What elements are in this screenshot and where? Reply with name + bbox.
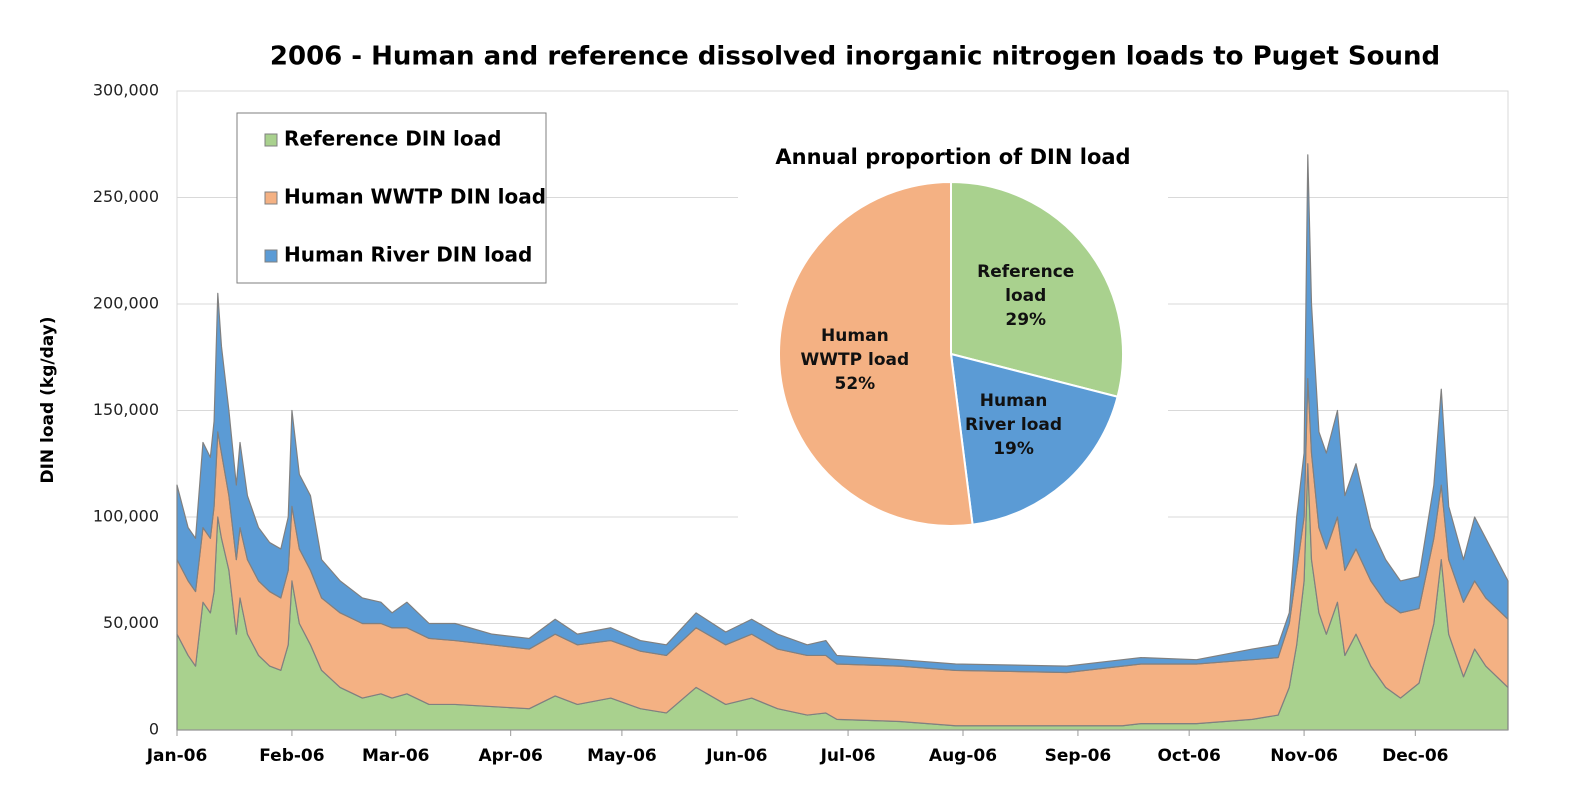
y-tick-label: 250,000	[93, 187, 159, 206]
x-tick-label: Apr-06	[478, 746, 542, 766]
y-tick-label: 300,000	[93, 81, 159, 100]
slice-label: Reference load 29%	[966, 260, 1086, 332]
legend-label: Human WWTP DIN load	[284, 185, 546, 209]
chart-title: 2006 - Human and reference dissolved ino…	[270, 42, 1440, 72]
legend-label: Reference DIN load	[284, 127, 501, 151]
pie-slice	[949, 352, 1119, 526]
x-tick-label: Dec-06	[1382, 746, 1448, 766]
x-tick-label: Jun-06	[705, 746, 767, 766]
y-axis-title: DIN load (kg/day)	[38, 316, 58, 483]
slice-name: Reference load	[977, 262, 1075, 307]
slice-label: Human WWTP load 52%	[795, 324, 915, 396]
slice-value: 29%	[1005, 310, 1047, 331]
y-tick-label: 150,000	[93, 400, 159, 419]
x-tick-label: Aug-06	[929, 746, 997, 766]
x-tick-label: Feb-06	[259, 746, 324, 766]
pie-slice	[950, 180, 1125, 398]
y-tick-label: 200,000	[93, 294, 159, 313]
legend-box	[236, 112, 547, 284]
slice-value: 52%	[834, 374, 876, 395]
area	[176, 154, 1509, 674]
pie-title: Annual proportion of DIN load	[775, 145, 1130, 169]
slice-label: Human River load 19%	[954, 389, 1074, 461]
x-tick-label: Sep-06	[1045, 746, 1112, 766]
legend-swatch	[264, 133, 278, 147]
x-tick-label: Mar-06	[362, 746, 430, 766]
x-tick-label: Oct-06	[1157, 746, 1220, 766]
slice-value: 19%	[993, 438, 1034, 459]
legend-swatch	[264, 249, 278, 263]
x-tick-label: Jan-06	[146, 746, 208, 766]
y-tick-label: 100,000	[93, 507, 159, 526]
legend-label: Human River DIN load	[284, 243, 532, 267]
y-tick-label: 0	[149, 720, 159, 739]
legend-swatch	[264, 191, 278, 205]
x-tick-label: May-06	[587, 746, 657, 766]
x-tick-label: Jul-06	[820, 746, 876, 766]
y-tick-label: 50,000	[103, 613, 159, 632]
x-tick-label: Nov-06	[1270, 746, 1338, 766]
slice-name: Human WWTP load	[800, 326, 910, 371]
pie-slice	[778, 180, 974, 527]
slice-name: Human River load	[965, 390, 1063, 435]
